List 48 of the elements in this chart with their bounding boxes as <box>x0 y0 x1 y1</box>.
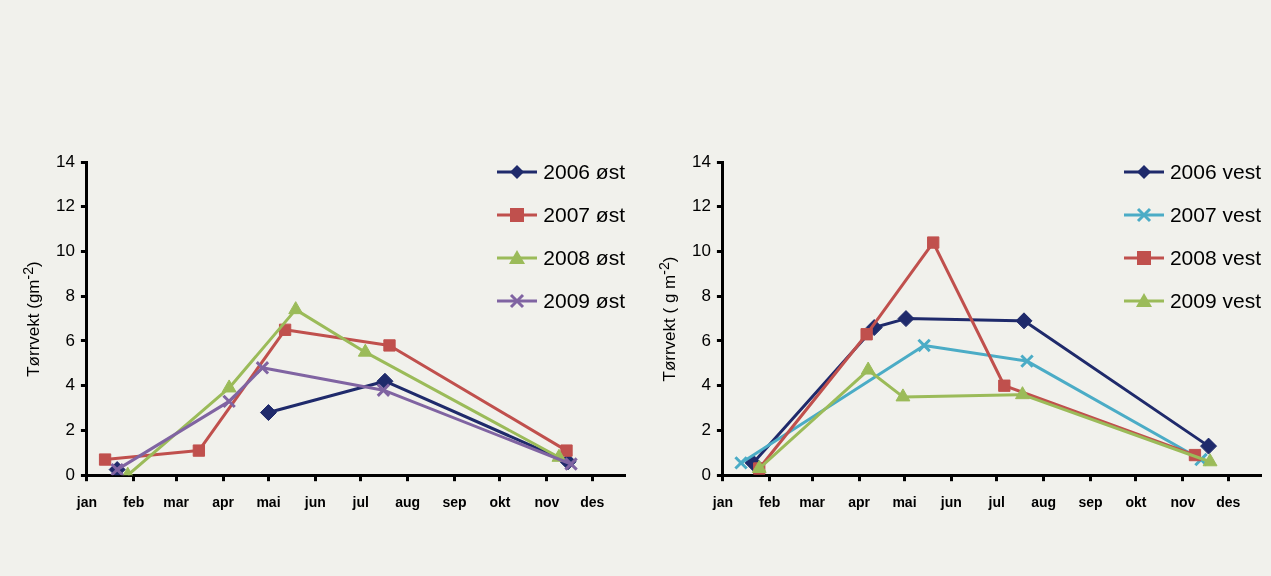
x-tick-label: des <box>580 494 605 511</box>
x-tick-label: jan <box>75 494 98 511</box>
y-tick-label: 10 <box>55 241 75 261</box>
x-tick-label: sep <box>1078 494 1103 511</box>
legend-label: 2007 vest <box>1169 202 1261 227</box>
legend-label: 2006 vest <box>1169 159 1261 184</box>
x-tick-label: nov <box>1170 494 1196 511</box>
y-tick-label: 4 <box>701 375 711 395</box>
x-tick-label: feb <box>123 494 145 511</box>
y-tick-label: 6 <box>65 330 75 350</box>
y-tick-label: 8 <box>701 285 711 305</box>
x-tick-label: okt <box>489 494 511 511</box>
x-tick-label: mar <box>163 494 190 511</box>
x-tick-label: des <box>1216 494 1241 511</box>
x-tick-label: jul <box>351 494 369 511</box>
legend-label: 2009 vest <box>1169 288 1261 313</box>
y-tick-label: 0 <box>701 464 711 484</box>
x-tick-label: mai <box>892 494 917 511</box>
y-tick-label: 6 <box>701 330 711 350</box>
y-tick-label: 2 <box>65 420 75 440</box>
x-tick-label: jun <box>939 494 962 511</box>
y-tick-label: 2 <box>701 420 711 440</box>
x-tick-label: aug <box>1031 494 1057 511</box>
y-tick-label: 14 <box>691 151 711 171</box>
x-tick-label: nov <box>534 494 560 511</box>
x-tick-label: mai <box>256 494 281 511</box>
y-tick-label: 14 <box>55 151 75 171</box>
y-tick-label: 12 <box>55 196 75 216</box>
x-tick-label: jan <box>711 494 734 511</box>
y-tick-label: 0 <box>65 464 75 484</box>
x-tick-label: jul <box>987 494 1005 511</box>
legend-label: 2008 øst <box>543 245 625 270</box>
x-tick-label: apr <box>848 494 871 511</box>
y-tick-label: 8 <box>65 285 75 305</box>
x-tick-label: feb <box>759 494 781 511</box>
legend-label: 2007 øst <box>543 202 625 227</box>
legend-label: 2008 vest <box>1169 245 1261 270</box>
x-tick-label: jun <box>303 494 326 511</box>
x-tick-label: apr <box>212 494 235 511</box>
x-tick-label: okt <box>1125 494 1147 511</box>
x-tick-label: sep <box>442 494 467 511</box>
y-tick-label: 4 <box>65 375 75 395</box>
y-tick-label: 10 <box>691 241 711 261</box>
legend-label: 2009 øst <box>543 288 625 313</box>
x-tick-label: aug <box>395 494 421 511</box>
x-tick-label: mar <box>799 494 826 511</box>
legend-label: 2006 øst <box>543 159 625 184</box>
y-tick-label: 12 <box>691 196 711 216</box>
